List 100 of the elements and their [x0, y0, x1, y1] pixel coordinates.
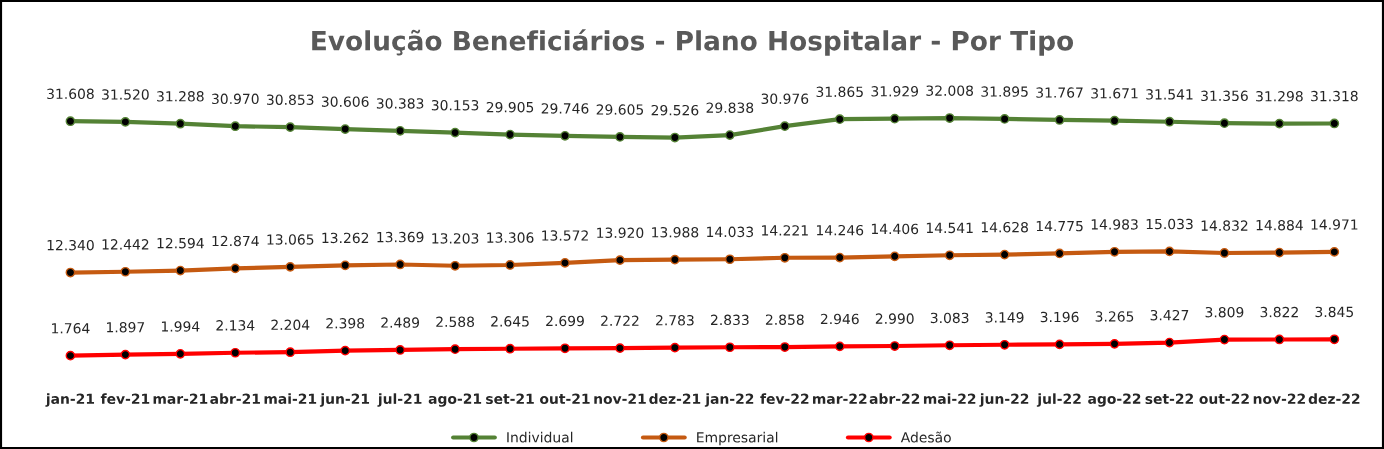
data-label: 13.065	[267, 234, 314, 245]
point	[1274, 118, 1285, 129]
data-label: 31.865	[816, 86, 863, 98]
data-label: 29.605	[596, 104, 644, 115]
data-label: 2.783	[656, 315, 694, 326]
x-tick-label: set-21	[486, 393, 534, 405]
point	[999, 114, 1010, 124]
x-tick-label: abr-21	[210, 393, 260, 405]
point	[1219, 334, 1230, 345]
data-label: 14.628	[981, 221, 1028, 233]
point	[944, 250, 955, 261]
point	[1274, 247, 1285, 258]
point	[670, 132, 680, 143]
x-tick-label: mai-21	[264, 393, 317, 405]
data-label: 13.572	[542, 230, 588, 241]
data-label: 29.746	[541, 103, 589, 114]
point	[670, 254, 680, 265]
data-label: 31.520	[102, 89, 149, 100]
data-label: 14.406	[871, 223, 919, 235]
data-label: 13.306	[487, 232, 534, 243]
x-tick-label: jun-22	[979, 393, 1029, 407]
point	[395, 345, 406, 355]
point	[1109, 338, 1120, 349]
point	[1054, 248, 1065, 259]
point	[999, 339, 1010, 350]
chart-title: Evolução Beneficiários - Plano Hospitalar - Por Tipo	[312, 29, 1074, 56]
data-label: 12.594	[157, 237, 204, 249]
x-tick-label: mar-22	[813, 393, 867, 405]
data-label: 3.822	[1260, 306, 1298, 318]
point	[1054, 115, 1065, 125]
data-label: 3.427	[1150, 309, 1189, 321]
data-label: 13.920	[597, 227, 644, 239]
data-label: 31.671	[1091, 88, 1138, 99]
x-tick-label: mar-21	[153, 393, 208, 405]
data-label: 3.845	[1315, 306, 1354, 318]
data-label: 12.442	[102, 239, 149, 250]
x-tick-label: nov-22	[1253, 393, 1305, 405]
point	[1329, 334, 1340, 345]
x-tick-label: jan-22	[704, 393, 754, 407]
point	[615, 343, 625, 353]
x-tick-label: abr-22	[869, 393, 920, 405]
point	[175, 118, 186, 129]
data-label: 31.608	[47, 88, 94, 100]
point	[889, 341, 900, 351]
point	[230, 347, 241, 358]
point	[120, 349, 131, 360]
point	[889, 251, 900, 262]
x-tick-label: jan-21	[45, 393, 95, 407]
point	[779, 121, 790, 132]
data-label: 2.699	[546, 315, 584, 327]
data-label: 30.976	[761, 93, 809, 105]
point	[615, 132, 625, 142]
data-label: 2.204	[271, 319, 310, 331]
point	[1219, 118, 1230, 129]
data-label: 29.526	[651, 104, 699, 116]
legend-label: Empresarial	[697, 431, 778, 446]
x-tick-label: fev-21	[100, 393, 150, 405]
point	[1274, 334, 1285, 345]
data-label: 14.832	[1201, 220, 1248, 231]
point	[340, 260, 351, 271]
data-label: 2.489	[381, 317, 420, 328]
point	[505, 129, 515, 140]
data-label: 3.196	[1040, 311, 1079, 323]
data-label: 13.369	[377, 231, 424, 243]
x-tick-label: fev-22	[760, 393, 809, 405]
x-tick-label: out-22	[1199, 393, 1249, 405]
data-label: 30.383	[376, 98, 424, 109]
point	[285, 347, 296, 358]
point	[834, 341, 845, 352]
data-label: 31.318	[1311, 90, 1358, 102]
point	[1054, 339, 1065, 350]
x-tick-label: nov-21	[594, 393, 646, 405]
data-label: 14.971	[1311, 219, 1358, 230]
x-tick-label: jul-22	[1036, 393, 1081, 407]
point	[505, 343, 515, 354]
point	[889, 113, 900, 124]
data-label: 3.083	[930, 312, 969, 324]
point	[285, 262, 296, 272]
point	[65, 116, 76, 127]
data-label: 14.775	[1036, 220, 1083, 232]
point	[65, 267, 76, 278]
data-label: 32.008	[926, 85, 974, 96]
data-label: 1.897	[107, 321, 145, 333]
data-label: 31.298	[1256, 90, 1303, 102]
point	[450, 344, 460, 355]
data-label: 14.983	[1091, 219, 1138, 230]
data-label: 1.994	[161, 321, 200, 332]
data-label: 12.340	[47, 239, 94, 251]
data-label: 14.033	[707, 226, 754, 238]
data-label: 13.988	[652, 226, 699, 238]
x-tick-label: dez-21	[649, 393, 701, 405]
data-label: 14.246	[816, 224, 864, 236]
point	[1164, 337, 1175, 348]
point	[779, 342, 790, 352]
point	[505, 260, 515, 270]
point	[724, 130, 735, 140]
point	[175, 348, 186, 359]
point	[834, 114, 845, 125]
point	[944, 340, 955, 351]
data-label: 31.895	[981, 86, 1028, 97]
